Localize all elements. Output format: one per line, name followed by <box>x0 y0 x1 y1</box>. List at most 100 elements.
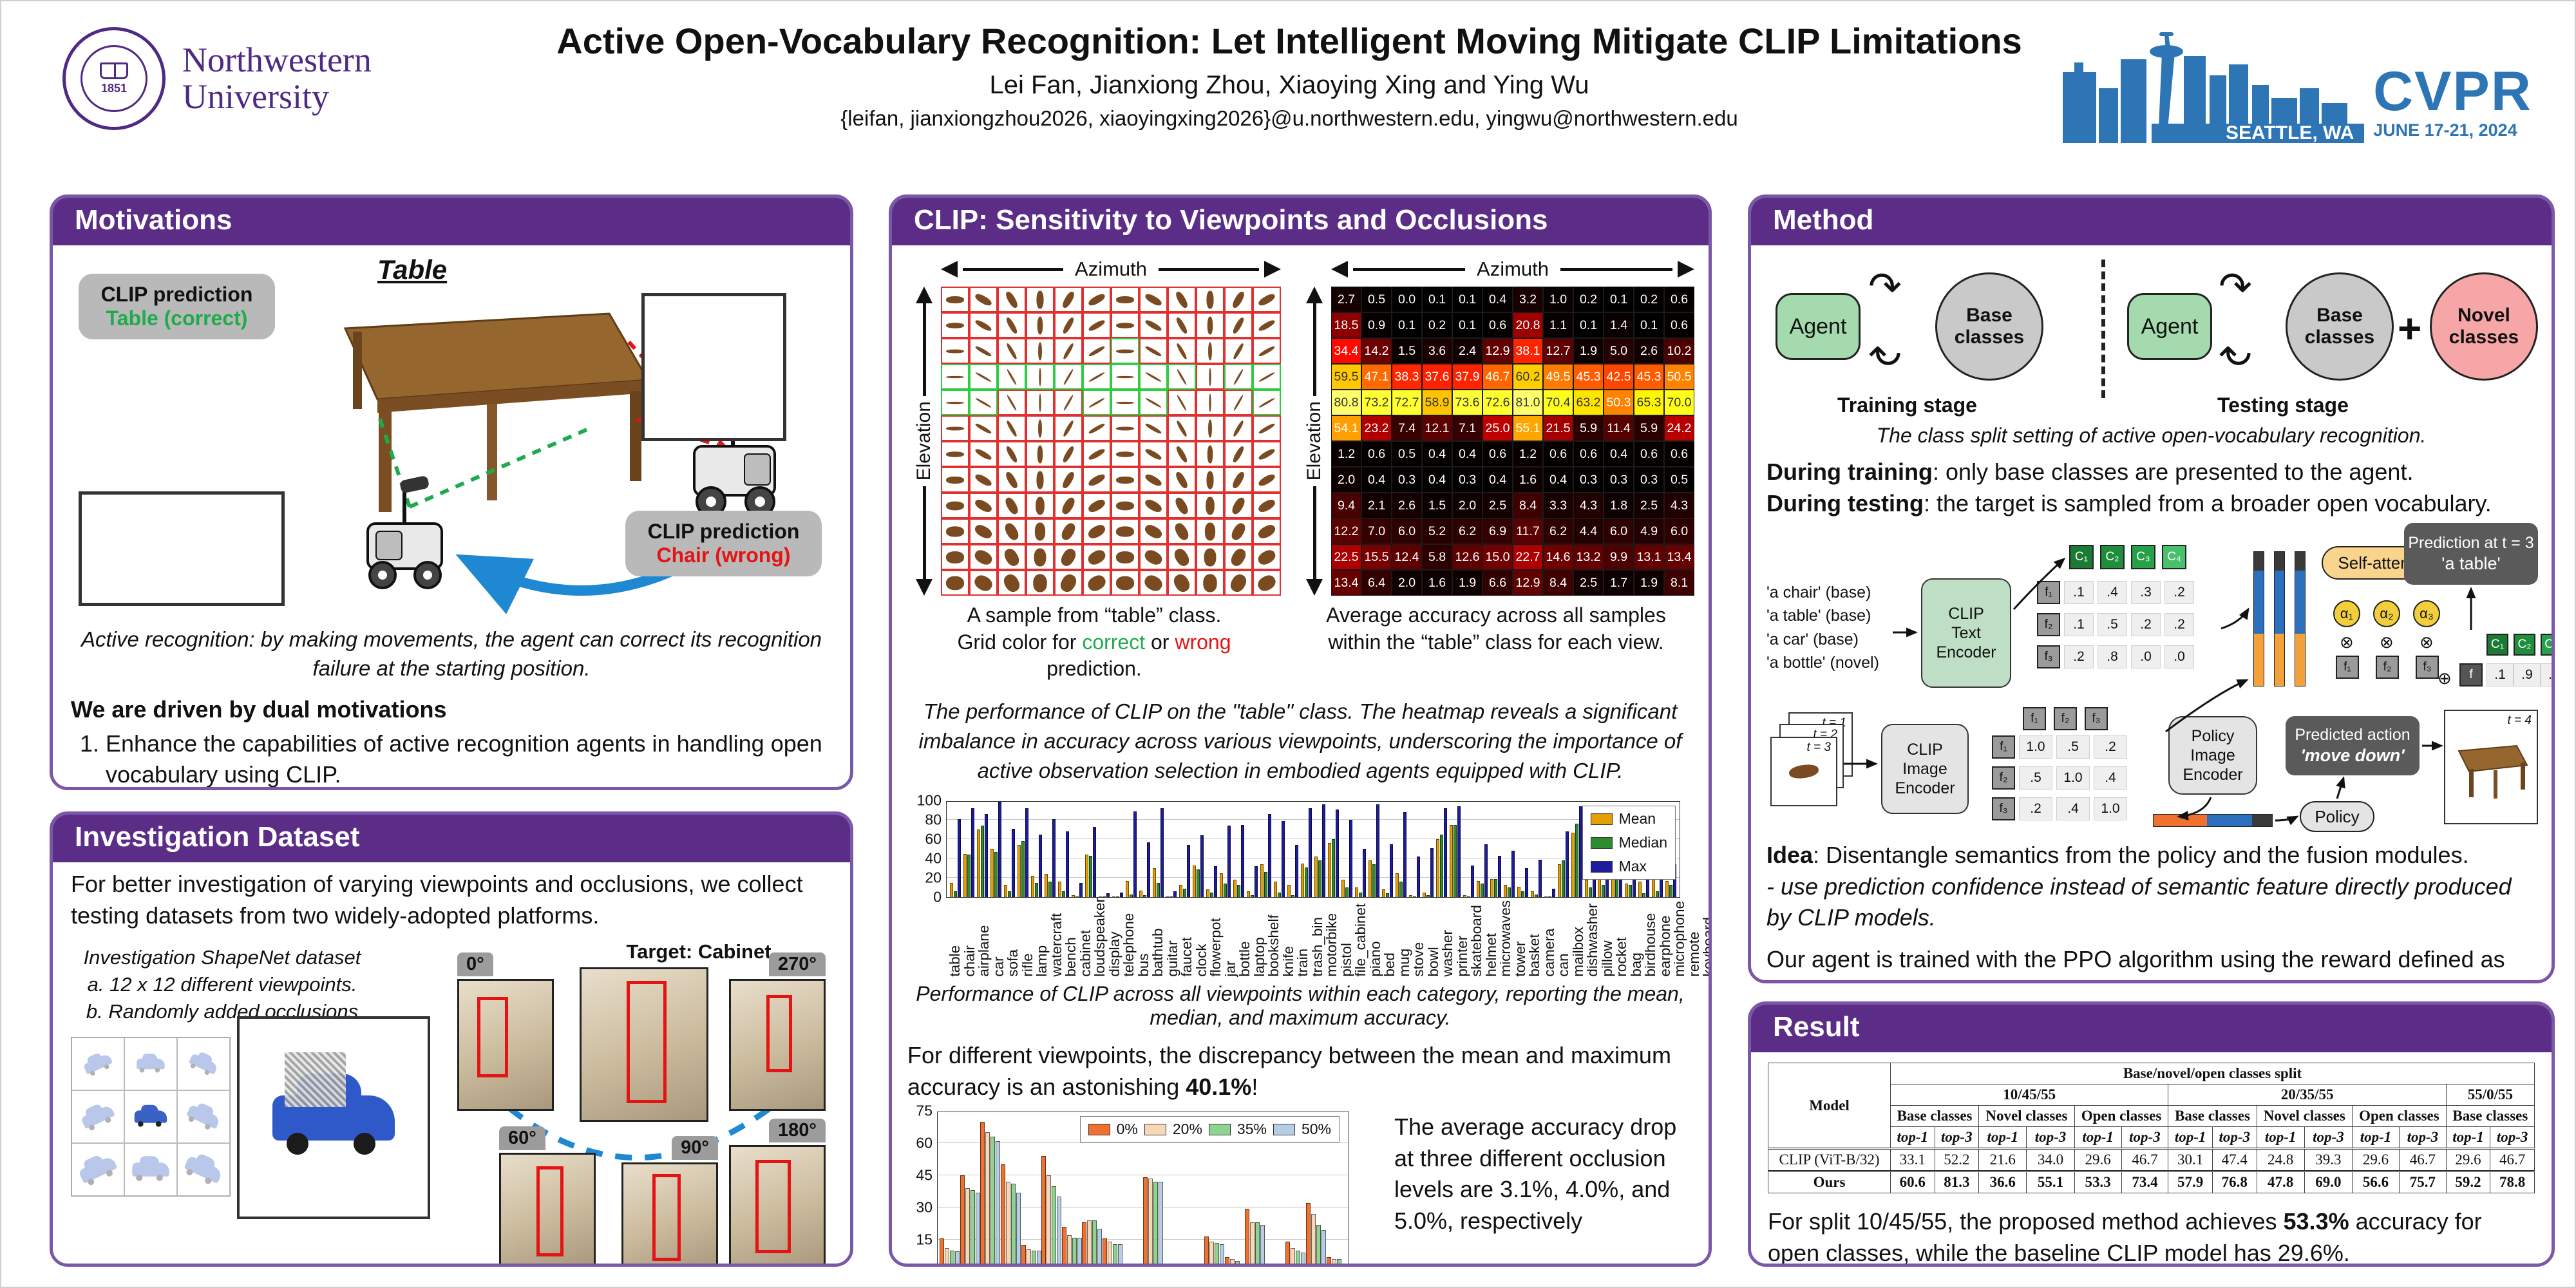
image-matrix-value: 1.0 <box>2094 797 2127 821</box>
matrix-value: .5 <box>2098 613 2127 637</box>
bar-Mean <box>1395 873 1399 898</box>
sample-cell <box>1054 415 1083 441</box>
car-grid-cell <box>71 1037 124 1091</box>
heatmap-cell: 12.2 <box>1331 518 1361 544</box>
car-glyph-icon <box>186 1104 221 1130</box>
table-glyph-icon <box>1256 547 1278 567</box>
x-label-cell: basket <box>1526 898 1542 977</box>
model-name: Ours <box>1768 1170 1891 1193</box>
matrix-row: f₃ .2.8.0.0 <box>2037 645 2194 669</box>
model-name: CLIP (ViT-B/32) <box>1768 1148 1891 1171</box>
class-embedding: C₄ <box>2162 545 2186 570</box>
heatmap-cell: 2.5 <box>1634 493 1664 518</box>
table-glyph-icon <box>1116 401 1134 404</box>
frame4-label: t = 4 <box>2507 714 2532 728</box>
sample-cell <box>1139 287 1168 312</box>
metric-value: 29.6 <box>2074 1148 2122 1171</box>
discrepancy-post: ! <box>1251 1073 1258 1100</box>
bar-50% <box>1036 1250 1041 1264</box>
bar-20% <box>1108 1242 1113 1264</box>
y-tick-label: 75 <box>916 1102 933 1119</box>
legend-label: 20% <box>1172 1121 1202 1138</box>
bar-0% <box>1245 1208 1250 1264</box>
sample-cell <box>998 312 1026 338</box>
legend-item: 35% <box>1208 1121 1267 1138</box>
bar-Max <box>1484 844 1488 898</box>
shapenet-zoom-box <box>237 1016 430 1220</box>
bar-Median <box>1170 896 1173 898</box>
bar-Max <box>1173 891 1177 898</box>
table-glyph-icon <box>1209 368 1211 386</box>
table-glyph-icon <box>1206 497 1215 515</box>
bar-Median <box>1237 884 1241 898</box>
table-glyph-icon <box>1116 322 1134 328</box>
table-glyph-icon <box>1203 574 1217 592</box>
legend-item: 0% <box>1088 1121 1138 1138</box>
x-label-cell: table <box>947 898 963 977</box>
pred-left-title: CLIP prediction <box>100 283 253 306</box>
bar-group <box>1111 802 1124 898</box>
table-glyph-icon <box>1231 316 1245 335</box>
sample-cell <box>1196 493 1224 518</box>
bar-Max <box>1106 893 1110 898</box>
heatmap-cell: 46.7 <box>1482 364 1513 390</box>
habitat-photo-0: 0° <box>457 952 554 1112</box>
legend-swatch <box>1590 860 1613 873</box>
sample-cell <box>1139 467 1168 493</box>
base2: classes <box>1954 327 2025 348</box>
table-glyph-icon <box>1143 497 1164 514</box>
table-glyph-icon <box>946 476 964 484</box>
habitat-photo-target <box>580 967 708 1122</box>
heatmap-cell: 20.8 <box>1513 312 1543 338</box>
x-label-cell: laptop <box>1251 898 1267 977</box>
matrix-value: .1 <box>2064 613 2094 637</box>
bar-Max <box>1376 804 1380 898</box>
matrix-row: f₂ .1.5.2.2 <box>2037 613 2194 637</box>
bar-group <box>1489 802 1502 898</box>
x-label-cell: microwaves <box>1497 898 1513 977</box>
heatmap-cell: 37.9 <box>1452 364 1482 390</box>
heatmap-cell: 12.9 <box>1482 338 1513 364</box>
x-label: sofa <box>1005 949 1021 977</box>
idea-sub: - use prediction confidence instead of s… <box>1766 873 2512 931</box>
shapenet-viewpoint-grid <box>71 1037 231 1197</box>
table-glyph-icon <box>946 322 964 328</box>
heatmap-cell: 8.4 <box>1543 570 1573 596</box>
heatmap-cell: 0.1 <box>1422 287 1452 312</box>
heatmap-cell: 0.1 <box>1452 312 1482 338</box>
bar-group <box>1557 802 1570 898</box>
method-panel: Method Agent ↷ ↷ Base classes Training s… <box>1748 194 2555 983</box>
table-glyph-icon <box>1088 371 1105 383</box>
image-feature-label: f₃ <box>2085 707 2108 731</box>
table-glyph-icon <box>1233 394 1244 411</box>
sample-cell <box>998 441 1026 467</box>
table-glyph-icon <box>972 547 994 567</box>
attention-weight: α₃ <box>2413 600 2440 628</box>
heatmap-cell: 6.0 <box>1604 518 1634 544</box>
table-glyph-icon <box>1208 419 1212 437</box>
table-glyph-icon <box>1232 419 1245 437</box>
bar-Median <box>1318 860 1322 898</box>
motivations-lead: We are driven by dual motivations <box>71 696 447 723</box>
result-note: For split 10/45/55, the proposed method … <box>1768 1206 2535 1264</box>
bar-35% <box>1235 1261 1240 1264</box>
table-glyph-icon <box>1228 546 1249 568</box>
heatmap-cell: 13.1 <box>1634 544 1664 570</box>
attention-weight: α₁ <box>2333 600 2360 628</box>
azimuth-label-left: Azimuth <box>1075 258 1147 280</box>
sample-cell <box>998 364 1026 390</box>
bar-group <box>1103 1112 1123 1264</box>
sample-cell <box>1054 544 1083 570</box>
x-label-cell: loudspeaker <box>1092 898 1108 977</box>
sample-cell <box>1253 518 1281 544</box>
table-glyph-icon <box>1034 522 1046 540</box>
sample-cell <box>1168 287 1196 312</box>
table-glyph-icon <box>946 576 964 590</box>
bar-Max <box>1578 806 1582 898</box>
table-glyph-icon <box>946 349 964 353</box>
bar-group <box>1070 802 1084 898</box>
bar-35% <box>950 1250 955 1264</box>
bar-Median <box>967 855 971 898</box>
sample-cell <box>1224 312 1253 338</box>
